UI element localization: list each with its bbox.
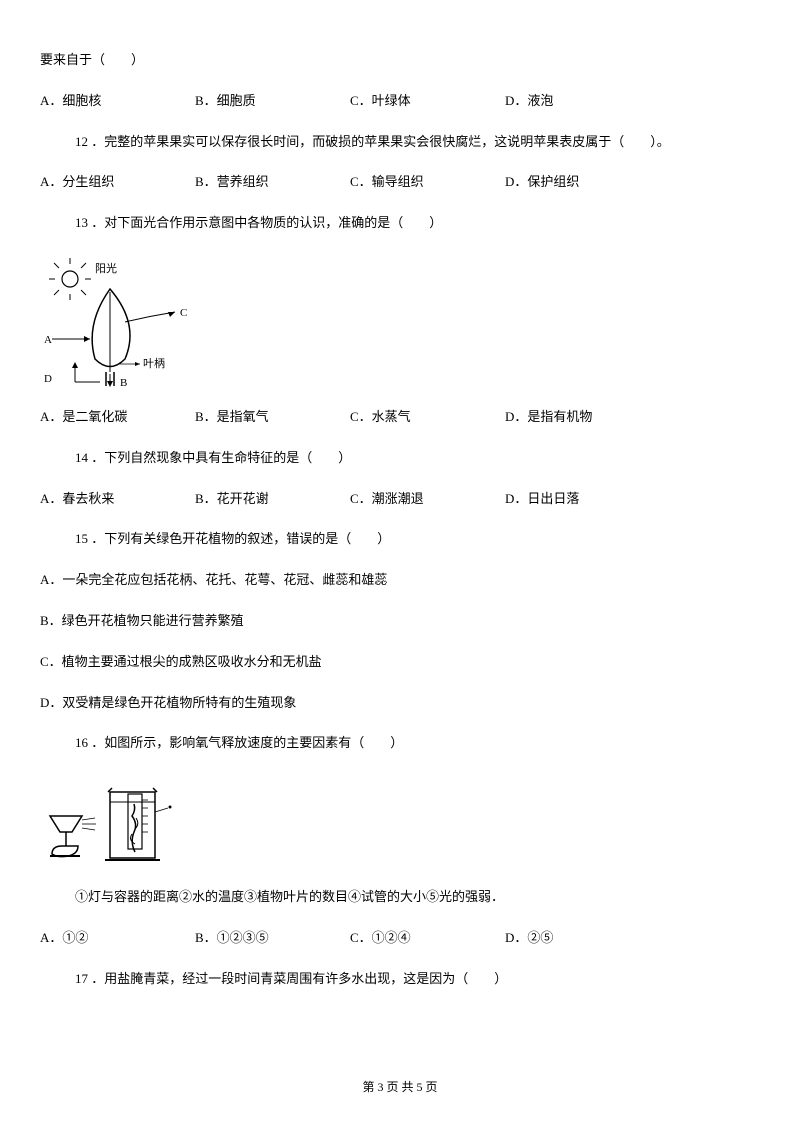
q13-stem: 13 ．对下面光合作用示意图中各物质的认识，准确的是（ ） bbox=[40, 213, 760, 234]
q16-opt-d: D．②⑤ bbox=[505, 928, 660, 949]
label-b: B bbox=[120, 377, 127, 389]
q11-opt-b: B．细胞质 bbox=[195, 91, 350, 112]
q16-opt-c: C．①②④ bbox=[350, 928, 505, 949]
q16-opt-a: A．①② bbox=[40, 928, 195, 949]
q16-options: A．①② B．①②③⑤ C．①②④ D．②⑤ bbox=[40, 928, 760, 949]
intro-line: 要来自于（ ） bbox=[40, 50, 760, 71]
sun-label: 阳光 bbox=[95, 261, 117, 275]
q16-stem: 16 ．如图所示，影响氧气释放速度的主要因素有（ ） bbox=[40, 733, 760, 754]
q15-opt-d: D．双受精是绿色开花植物所特有的生殖现象 bbox=[40, 693, 760, 714]
q14-opt-a: A．春去秋来 bbox=[40, 489, 195, 510]
q16-opt-b: B．①②③⑤ bbox=[195, 928, 350, 949]
q13-opt-b: B．是指氧气 bbox=[195, 407, 350, 428]
q16-sub: ①灯与容器的距离②水的温度③植物叶片的数目④试管的大小⑤光的强弱． bbox=[40, 887, 760, 908]
q14-stem: 14 ．下列自然现象中具有生命特征的是（ ） bbox=[40, 448, 760, 469]
q13-opt-c: C．水蒸气 bbox=[350, 407, 505, 428]
q11-opt-c: C．叶绿体 bbox=[350, 91, 505, 112]
q14-options: A．春去秋来 B．花开花谢 C．潮涨潮退 D．日出日落 bbox=[40, 489, 760, 510]
q11-options: A．细胞核 B．细胞质 C．叶绿体 D．液泡 bbox=[40, 91, 760, 112]
q16-diagram bbox=[40, 774, 760, 869]
q13-opt-a: A．是二氧化碳 bbox=[40, 407, 195, 428]
q17-stem: 17 ．用盐腌青菜，经过一段时间青菜周围有许多水出现，这是因为（ ） bbox=[40, 969, 760, 990]
page-footer: 第 3 页 共 5 页 bbox=[40, 1078, 760, 1097]
q12-opt-c: C．输导组织 bbox=[350, 172, 505, 193]
q12-options: A．分生组织 B．营养组织 C．输导组织 D．保护组织 bbox=[40, 172, 760, 193]
leaf-label: 叶柄 bbox=[143, 357, 165, 370]
q13-diagram: 阳光 A C D B 叶柄 bbox=[40, 254, 760, 389]
q12-opt-d: D．保护组织 bbox=[505, 172, 660, 193]
q12-opt-a: A．分生组织 bbox=[40, 172, 195, 193]
q12-stem: 12 ．完整的苹果果实可以保存很长时间，而破损的苹果果实会很快腐烂，这说明苹果表… bbox=[40, 132, 760, 153]
label-c: C bbox=[180, 307, 187, 319]
q15-opt-a: A．一朵完全花应包括花柄、花托、花萼、花冠、雌蕊和雄蕊 bbox=[40, 570, 760, 591]
q12-opt-b: B．营养组织 bbox=[195, 172, 350, 193]
q11-opt-a: A．细胞核 bbox=[40, 91, 195, 112]
label-a: A bbox=[44, 334, 52, 346]
q13-opt-d: D．是指有机物 bbox=[505, 407, 660, 428]
q14-opt-c: C．潮涨潮退 bbox=[350, 489, 505, 510]
q11-opt-d: D．液泡 bbox=[505, 91, 660, 112]
q14-opt-b: B．花开花谢 bbox=[195, 489, 350, 510]
q13-options: A．是二氧化碳 B．是指氧气 C．水蒸气 D．是指有机物 bbox=[40, 407, 760, 428]
q14-opt-d: D．日出日落 bbox=[505, 489, 660, 510]
q15-opt-c: C．植物主要通过根尖的成熟区吸收水分和无机盐 bbox=[40, 652, 760, 673]
q15-stem: 15 ．下列有关绿色开花植物的叙述，错误的是（ ） bbox=[40, 529, 760, 550]
q15-opt-b: B．绿色开花植物只能进行营养繁殖 bbox=[40, 611, 760, 632]
label-d: D bbox=[44, 373, 52, 385]
